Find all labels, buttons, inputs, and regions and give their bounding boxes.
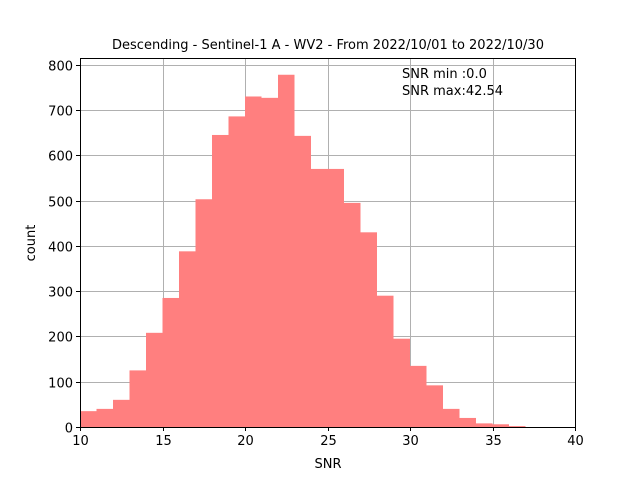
histogram-bar <box>261 97 278 427</box>
histogram-bar <box>443 408 460 427</box>
histogram-bar <box>393 338 410 427</box>
chart-title: Descending - Sentinel-1 A - WV2 - From 2… <box>112 38 544 53</box>
histogram-bar <box>195 199 212 427</box>
y-tick-label: 800 <box>48 60 73 75</box>
histogram-bar <box>509 426 526 427</box>
histogram-bar <box>476 423 493 427</box>
histogram-bar <box>327 168 344 427</box>
y-tick-label: 200 <box>48 331 73 346</box>
histogram-bar <box>179 251 196 427</box>
histogram-bar <box>245 96 262 427</box>
histogram-bar <box>212 134 229 427</box>
y-tick-label: 500 <box>48 196 73 211</box>
y-tick-label: 300 <box>48 286 73 301</box>
y-tick-label: 700 <box>48 105 73 120</box>
histogram-bar <box>492 424 509 427</box>
x-tick-label: 40 <box>567 434 584 449</box>
x-tick-label: 10 <box>72 434 89 449</box>
plot-frame <box>80 58 576 428</box>
x-tick-label: 15 <box>155 434 172 449</box>
x-tick-label: 25 <box>320 434 337 449</box>
snr-min-annotation: SNR min :0.0 <box>402 67 487 82</box>
histogram-bar <box>80 411 97 427</box>
histogram-bars <box>80 74 526 428</box>
histogram-bar <box>228 116 245 428</box>
histogram-bar <box>162 297 179 427</box>
snr-max-annotation: SNR max:42.54 <box>402 84 503 99</box>
histogram-bar <box>410 365 427 427</box>
histogram-bar <box>426 385 443 427</box>
x-tick-label: 20 <box>237 434 254 449</box>
x-tick-label: 35 <box>485 434 502 449</box>
histogram-bar <box>278 74 295 428</box>
histogram-bar <box>344 202 361 427</box>
histogram-bar <box>113 399 130 427</box>
y-tick-label: 100 <box>48 377 73 392</box>
y-tick-label: 0 <box>65 422 73 437</box>
histogram-bar <box>146 332 163 427</box>
histogram-bar <box>360 232 377 427</box>
histogram-bar <box>294 135 311 427</box>
histogram-bar <box>377 295 394 427</box>
y-tick-label: 600 <box>48 150 73 165</box>
y-axis-label: count <box>24 225 39 262</box>
histogram-bar <box>96 408 113 427</box>
histogram-bar <box>311 168 328 427</box>
histogram-bar <box>129 370 146 427</box>
x-axis-label: SNR <box>314 457 341 472</box>
y-tick-label: 400 <box>48 241 73 256</box>
x-tick-label: 30 <box>402 434 419 449</box>
histogram-bar <box>459 417 476 427</box>
